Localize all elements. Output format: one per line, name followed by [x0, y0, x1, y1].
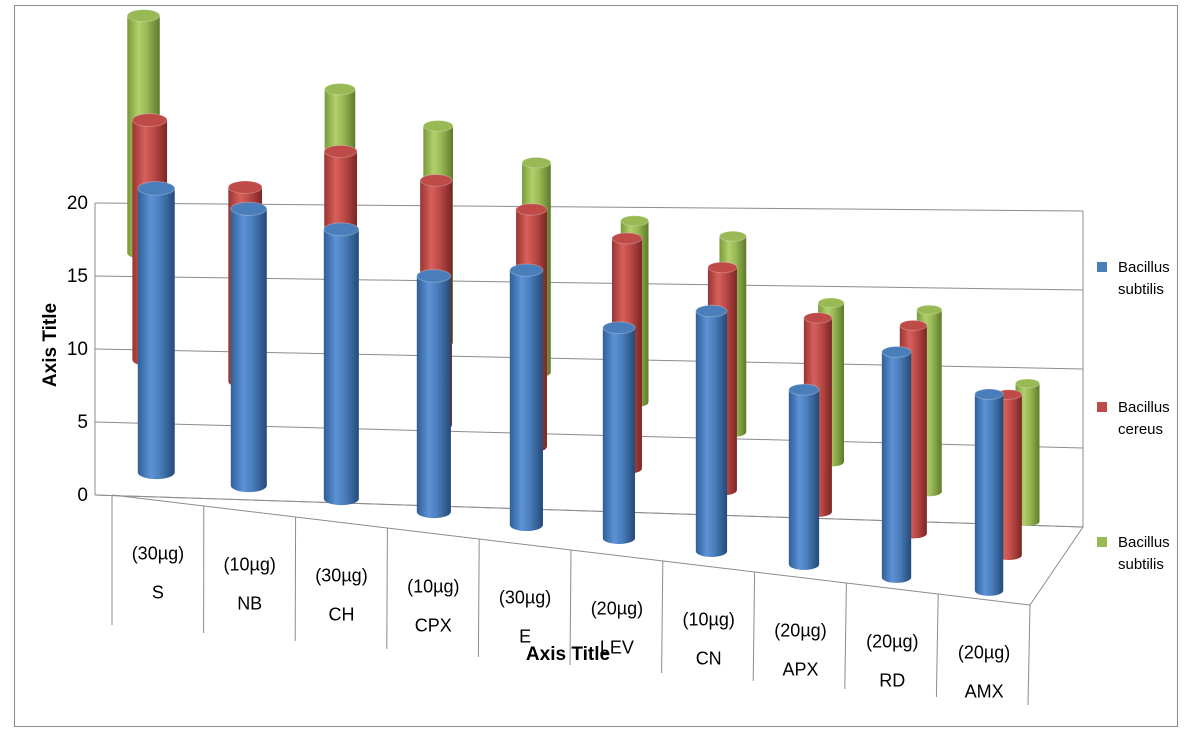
category-code-label: CN	[696, 649, 722, 669]
bar-body	[416, 275, 451, 519]
bar-cap	[126, 9, 161, 23]
category-code-label: APX	[782, 660, 818, 680]
bar-body	[137, 188, 175, 480]
bar-cap	[515, 203, 548, 216]
bar-cap	[788, 383, 820, 396]
y-tick-label: 0	[77, 485, 88, 506]
bar	[230, 201, 268, 493]
category-divider	[844, 582, 847, 690]
bar-body	[230, 208, 267, 493]
bars	[126, 9, 1041, 596]
category-dose-label: (20µg)	[774, 621, 826, 641]
bar	[974, 388, 1004, 596]
bar-cap	[974, 388, 1004, 400]
bar-cap	[323, 144, 358, 158]
y-tick-label: 15	[67, 266, 88, 287]
bar-cap	[419, 174, 453, 187]
bar-cap	[707, 261, 738, 274]
category-code-label: E	[519, 627, 531, 647]
category-dose-label: (20µg)	[958, 643, 1010, 663]
bar-body	[881, 351, 912, 583]
bar-body	[974, 394, 1004, 596]
bar-cap	[611, 232, 643, 245]
bar	[602, 321, 636, 545]
category-code-label: RD	[879, 671, 905, 691]
legend: Bacillus subtilis Bacillus cereus Bacillus su…	[1097, 259, 1170, 573]
category-code-label: CPX	[415, 616, 452, 636]
bar-cap	[230, 201, 268, 216]
bar	[695, 304, 728, 557]
category-dose-label: (10µg)	[682, 610, 734, 630]
category-divider	[661, 560, 664, 674]
category-code-label: LEV	[600, 638, 634, 658]
y-axis-title: Axis Title	[40, 303, 61, 387]
category-divider	[477, 538, 480, 658]
floor-right-edge	[1029, 526, 1084, 606]
bar-body	[602, 327, 636, 545]
bar-cap	[422, 119, 454, 132]
bar-cap	[817, 297, 845, 309]
bar	[416, 269, 452, 519]
category-code-label: NB	[237, 594, 262, 614]
category-dose-label: (30µg)	[499, 588, 551, 608]
bar-cap	[323, 222, 360, 237]
category-divider	[935, 593, 939, 698]
bar-body	[695, 311, 728, 557]
legend-label: Bacillus cereus	[1118, 399, 1170, 438]
bar-cap	[718, 230, 747, 242]
bar-body	[788, 389, 820, 570]
bar-cap	[509, 263, 544, 277]
x-axis-title: Axis Title	[526, 644, 610, 665]
bar-cap	[881, 346, 912, 358]
bar-cap	[916, 304, 943, 315]
legend-swatch	[1097, 537, 1107, 547]
category-code-label: AMX	[965, 682, 1004, 702]
y-tick-label: 5	[77, 412, 88, 433]
bar-cap	[620, 215, 650, 227]
bar-cap	[227, 180, 263, 194]
bar-cap	[521, 156, 552, 169]
category-dose-label: (30µg)	[132, 544, 184, 564]
category-dose-label: (20µg)	[866, 632, 918, 652]
category-dose-label: (30µg)	[315, 566, 367, 586]
category-divider	[569, 549, 572, 666]
category-divider	[386, 527, 388, 650]
y-axis-ticks: 0 5 10 15 20	[67, 193, 88, 506]
chart-frame	[14, 5, 1178, 727]
bar-cap	[602, 321, 636, 335]
bar-cap	[416, 269, 452, 283]
legend-label: Bacillus subtilis	[1118, 259, 1170, 298]
bar-body	[509, 270, 543, 532]
bar	[137, 181, 176, 480]
y-tick-label: 10	[67, 339, 88, 360]
legend-swatch	[1097, 262, 1107, 272]
bar	[881, 346, 912, 583]
bar	[509, 263, 544, 532]
legend-label: Bacillus subtilis	[1118, 534, 1170, 573]
category-dose-label: (10µg)	[223, 555, 275, 575]
bar-cap	[324, 83, 356, 96]
bar-cap	[137, 181, 176, 196]
bar-cap	[1015, 378, 1041, 389]
bar	[323, 222, 360, 506]
category-code-label: S	[152, 583, 164, 603]
category-divider	[1027, 604, 1031, 706]
category-dose-label: (10µg)	[407, 577, 459, 597]
bar-body	[323, 229, 359, 506]
category-table	[111, 495, 1031, 706]
category-dose-label: (20µg)	[591, 599, 643, 619]
legend-swatch	[1097, 402, 1107, 412]
bar-cap	[803, 312, 833, 324]
category-labels: (30µg) S (10µg) NB (30µg) CH (10µg) CPX (30µg) E (…	[132, 544, 1011, 702]
category-divider	[752, 571, 756, 682]
bar-cap	[899, 319, 928, 331]
bar-cap	[131, 113, 168, 127]
bar-cap	[695, 304, 728, 318]
y-tick-label: 20	[67, 193, 88, 214]
bar	[788, 383, 820, 570]
category-code-label: CH	[329, 605, 355, 625]
